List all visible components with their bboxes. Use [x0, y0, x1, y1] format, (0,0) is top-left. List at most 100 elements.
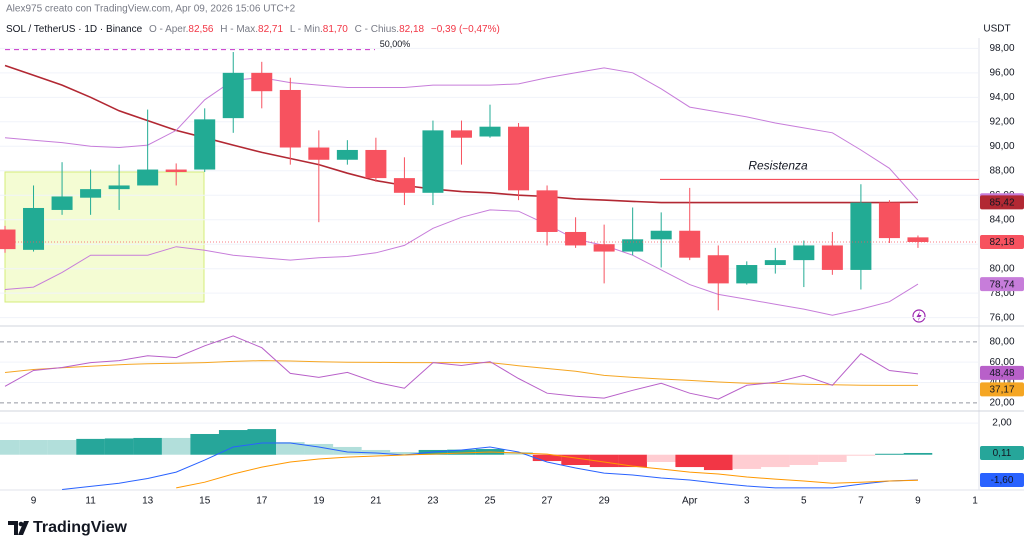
y-tick-label: 80,00: [989, 336, 1014, 347]
x-tick-label: 7: [858, 496, 864, 507]
ohlc-label: H - Max.: [220, 24, 258, 35]
candle-body: [821, 245, 843, 270]
x-tick-label: 11: [85, 496, 96, 507]
price-tag: [980, 445, 1024, 460]
price-tag-label: 85,42: [989, 197, 1014, 208]
ohlc-label: L - Min.: [290, 24, 323, 35]
candle-body: [593, 244, 615, 252]
histogram-bar: [589, 454, 619, 468]
price-tag-label: 37,17: [989, 385, 1014, 396]
candle-body: [108, 185, 130, 190]
histogram-bar: [361, 449, 391, 455]
candle-body: [878, 202, 900, 239]
ohlc-value: 82,18: [399, 24, 424, 35]
y-tick-label: 88,00: [989, 165, 1014, 176]
candle-body: [80, 189, 102, 198]
price-tag-label: 0,11: [993, 448, 1012, 459]
x-tick-label: 21: [370, 496, 382, 507]
candle-body: [165, 169, 187, 172]
histogram-bar: [76, 438, 105, 455]
pane: [0, 47, 978, 319]
histogram-bar: [390, 452, 419, 455]
candle-body: [679, 230, 701, 258]
candle-body: [365, 149, 387, 179]
candle-body: [736, 265, 758, 284]
price-tag: [980, 473, 1024, 488]
indicator-line: [4, 64, 919, 204]
candle-body: [194, 119, 216, 170]
candle-body: [450, 130, 472, 138]
x-tick-label: 3: [744, 496, 750, 507]
price-tag-label: 48,48: [989, 368, 1014, 379]
credit: Alex975 creato con TradingView.com, Apr …: [6, 4, 296, 15]
candle-body: [479, 126, 501, 137]
candle-body: [622, 239, 644, 252]
candle-body: [51, 196, 73, 210]
candle-body: [137, 169, 159, 186]
price-tag-label: 78,74: [989, 279, 1014, 290]
y-tick-label: 90,00: [989, 141, 1014, 152]
histogram-bar: [846, 454, 876, 456]
symbol: SOL / TetherUS · 1D · Binance: [6, 24, 143, 35]
y-tick-label: 20,00: [989, 398, 1014, 409]
price-tag: [980, 195, 1024, 210]
x-tick-label: Apr: [682, 496, 698, 507]
y-tick-label: 76,00: [989, 312, 1014, 323]
histogram-bar: [333, 446, 362, 455]
histogram-bar: [133, 437, 162, 455]
x-tick-label: 27: [542, 496, 554, 507]
x-tick-label: 13: [142, 496, 154, 507]
indicator-line: [62, 442, 919, 490]
x-tick-label: 5: [801, 496, 807, 507]
histogram-bar: [218, 430, 248, 455]
indicator-line: [4, 335, 919, 400]
histogram-bar: [903, 452, 933, 455]
x-tick-label: 9: [31, 496, 37, 507]
candle-body: [707, 255, 729, 284]
candle-body: [764, 260, 786, 266]
candle-body: [650, 230, 672, 240]
candle-body: [308, 147, 330, 160]
ohlc-value: 82,71: [258, 24, 283, 35]
y-tick-label: 92,00: [989, 116, 1014, 127]
indicator-line: [4, 209, 919, 316]
histogram-bar: [19, 440, 48, 455]
histogram-bar: [104, 438, 134, 455]
x-tick-label: 9: [915, 496, 921, 507]
candle-body: [0, 229, 16, 250]
x-tick-label: 1: [972, 496, 978, 507]
histogram-bar: [276, 442, 305, 455]
annotation-text: 50,00%: [380, 39, 411, 49]
legend-line: SOL / TetherUS · 1D · Binance O - Aper.8…: [6, 24, 500, 35]
candle-body: [251, 72, 273, 92]
histogram-bar: [0, 440, 20, 455]
alert-icon: [912, 309, 926, 323]
logo-text: TradingView: [33, 519, 128, 536]
ohlc-value: 82,56: [188, 24, 213, 35]
x-tick-label: 25: [484, 496, 496, 507]
candle-body: [279, 89, 301, 148]
candle-body: [336, 149, 358, 160]
histogram-bar: [47, 440, 77, 455]
currency: USDT: [983, 24, 1010, 35]
indicator-line: [176, 451, 919, 489]
ohlc-label: O - Aper.: [149, 24, 188, 35]
indicator-line: [4, 67, 919, 201]
histogram-bar: [703, 454, 733, 471]
histogram-bar: [447, 449, 476, 455]
histogram-bar: [618, 454, 647, 468]
candle-body: [393, 178, 415, 193]
pane: [0, 335, 978, 404]
histogram-bar: [875, 453, 904, 455]
ohlc-label: C - Chius.: [355, 24, 399, 35]
y-tick-label: 2,00: [992, 418, 1012, 429]
price-tag: [980, 235, 1024, 250]
candle-body: [508, 126, 530, 191]
y-tick-label: 84,00: [989, 214, 1014, 225]
y-tick-label: 80,00: [989, 263, 1014, 274]
price-tag-label: 82,18: [989, 237, 1014, 248]
histogram-bar: [761, 454, 790, 468]
candle-body: [422, 130, 444, 193]
candle-body: [23, 207, 45, 250]
